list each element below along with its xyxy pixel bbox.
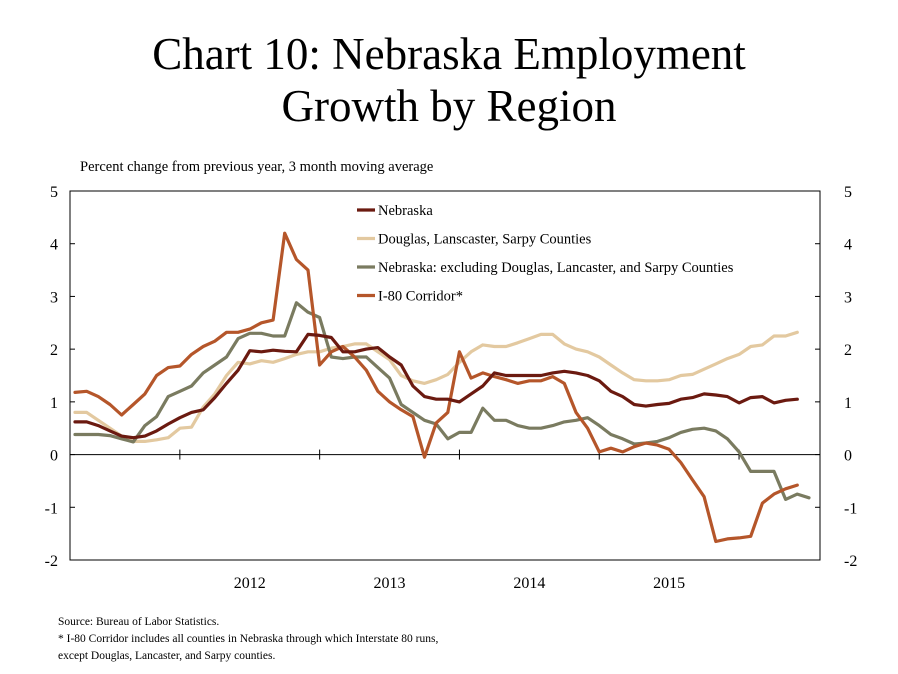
y-tick-label-left: 4: [50, 237, 58, 254]
x-tick-label: 2012: [234, 575, 266, 592]
x-tick-label: 2015: [653, 575, 685, 592]
series-line-4: [73, 231, 799, 544]
series-line-1: [73, 332, 799, 440]
source-line-1: Source: Bureau of Labor Statistics.: [58, 616, 220, 628]
y-tick-label-right: 5: [844, 184, 852, 201]
source-line-2: * I-80 Corridor includes all counties in…: [58, 633, 439, 645]
y-tick-label-left: 5: [50, 184, 58, 201]
y-tick-label-left: 3: [50, 289, 58, 306]
source-note: Source: Bureau of Labor Statistics. * I-…: [58, 614, 438, 665]
y-tick-label-right: 0: [844, 448, 852, 465]
legend-label-4: I-80 Corridor*: [378, 289, 463, 305]
y-tick-label-right: 2: [844, 342, 852, 359]
x-tick-label: 2014: [513, 575, 545, 592]
y-tick-label-right: 4: [844, 237, 852, 254]
y-tick-label-left: -2: [45, 553, 58, 570]
x-tick-label: 2013: [374, 575, 406, 592]
chart-title: Chart 10: Nebraska Employment Growth by …: [0, 28, 898, 132]
series-line-2: [73, 330, 799, 443]
title-line-2: Growth by Region: [281, 81, 617, 131]
plot-frame: [69, 190, 821, 561]
legend-label-3: Nebraska: excluding Douglas, Lancaster, …: [378, 260, 734, 276]
y-tick-label-right: -1: [844, 500, 857, 517]
y-tick-label-left: 1: [50, 395, 58, 412]
y-tick-label-left: 2: [50, 342, 58, 359]
y-tick-label-left: -1: [45, 500, 58, 517]
legend-label-1: Nebraska: [378, 203, 433, 219]
y-tick-label-left: 0: [50, 448, 58, 465]
chart-subtitle: Percent change from previous year, 3 mon…: [80, 159, 434, 175]
legend-label-2: Douglas, Lanscaster, Sarpy Counties: [378, 232, 592, 248]
series-line-3: [73, 301, 811, 501]
title-line-1: Chart 10: Nebraska Employment: [152, 29, 746, 79]
y-tick-label-right: 3: [844, 289, 852, 306]
y-tick-label-right: 1: [844, 395, 852, 412]
y-tick-label-right: -2: [844, 553, 857, 570]
source-line-3: except Douglas, Lancaster, and Sarpy cou…: [58, 650, 276, 662]
